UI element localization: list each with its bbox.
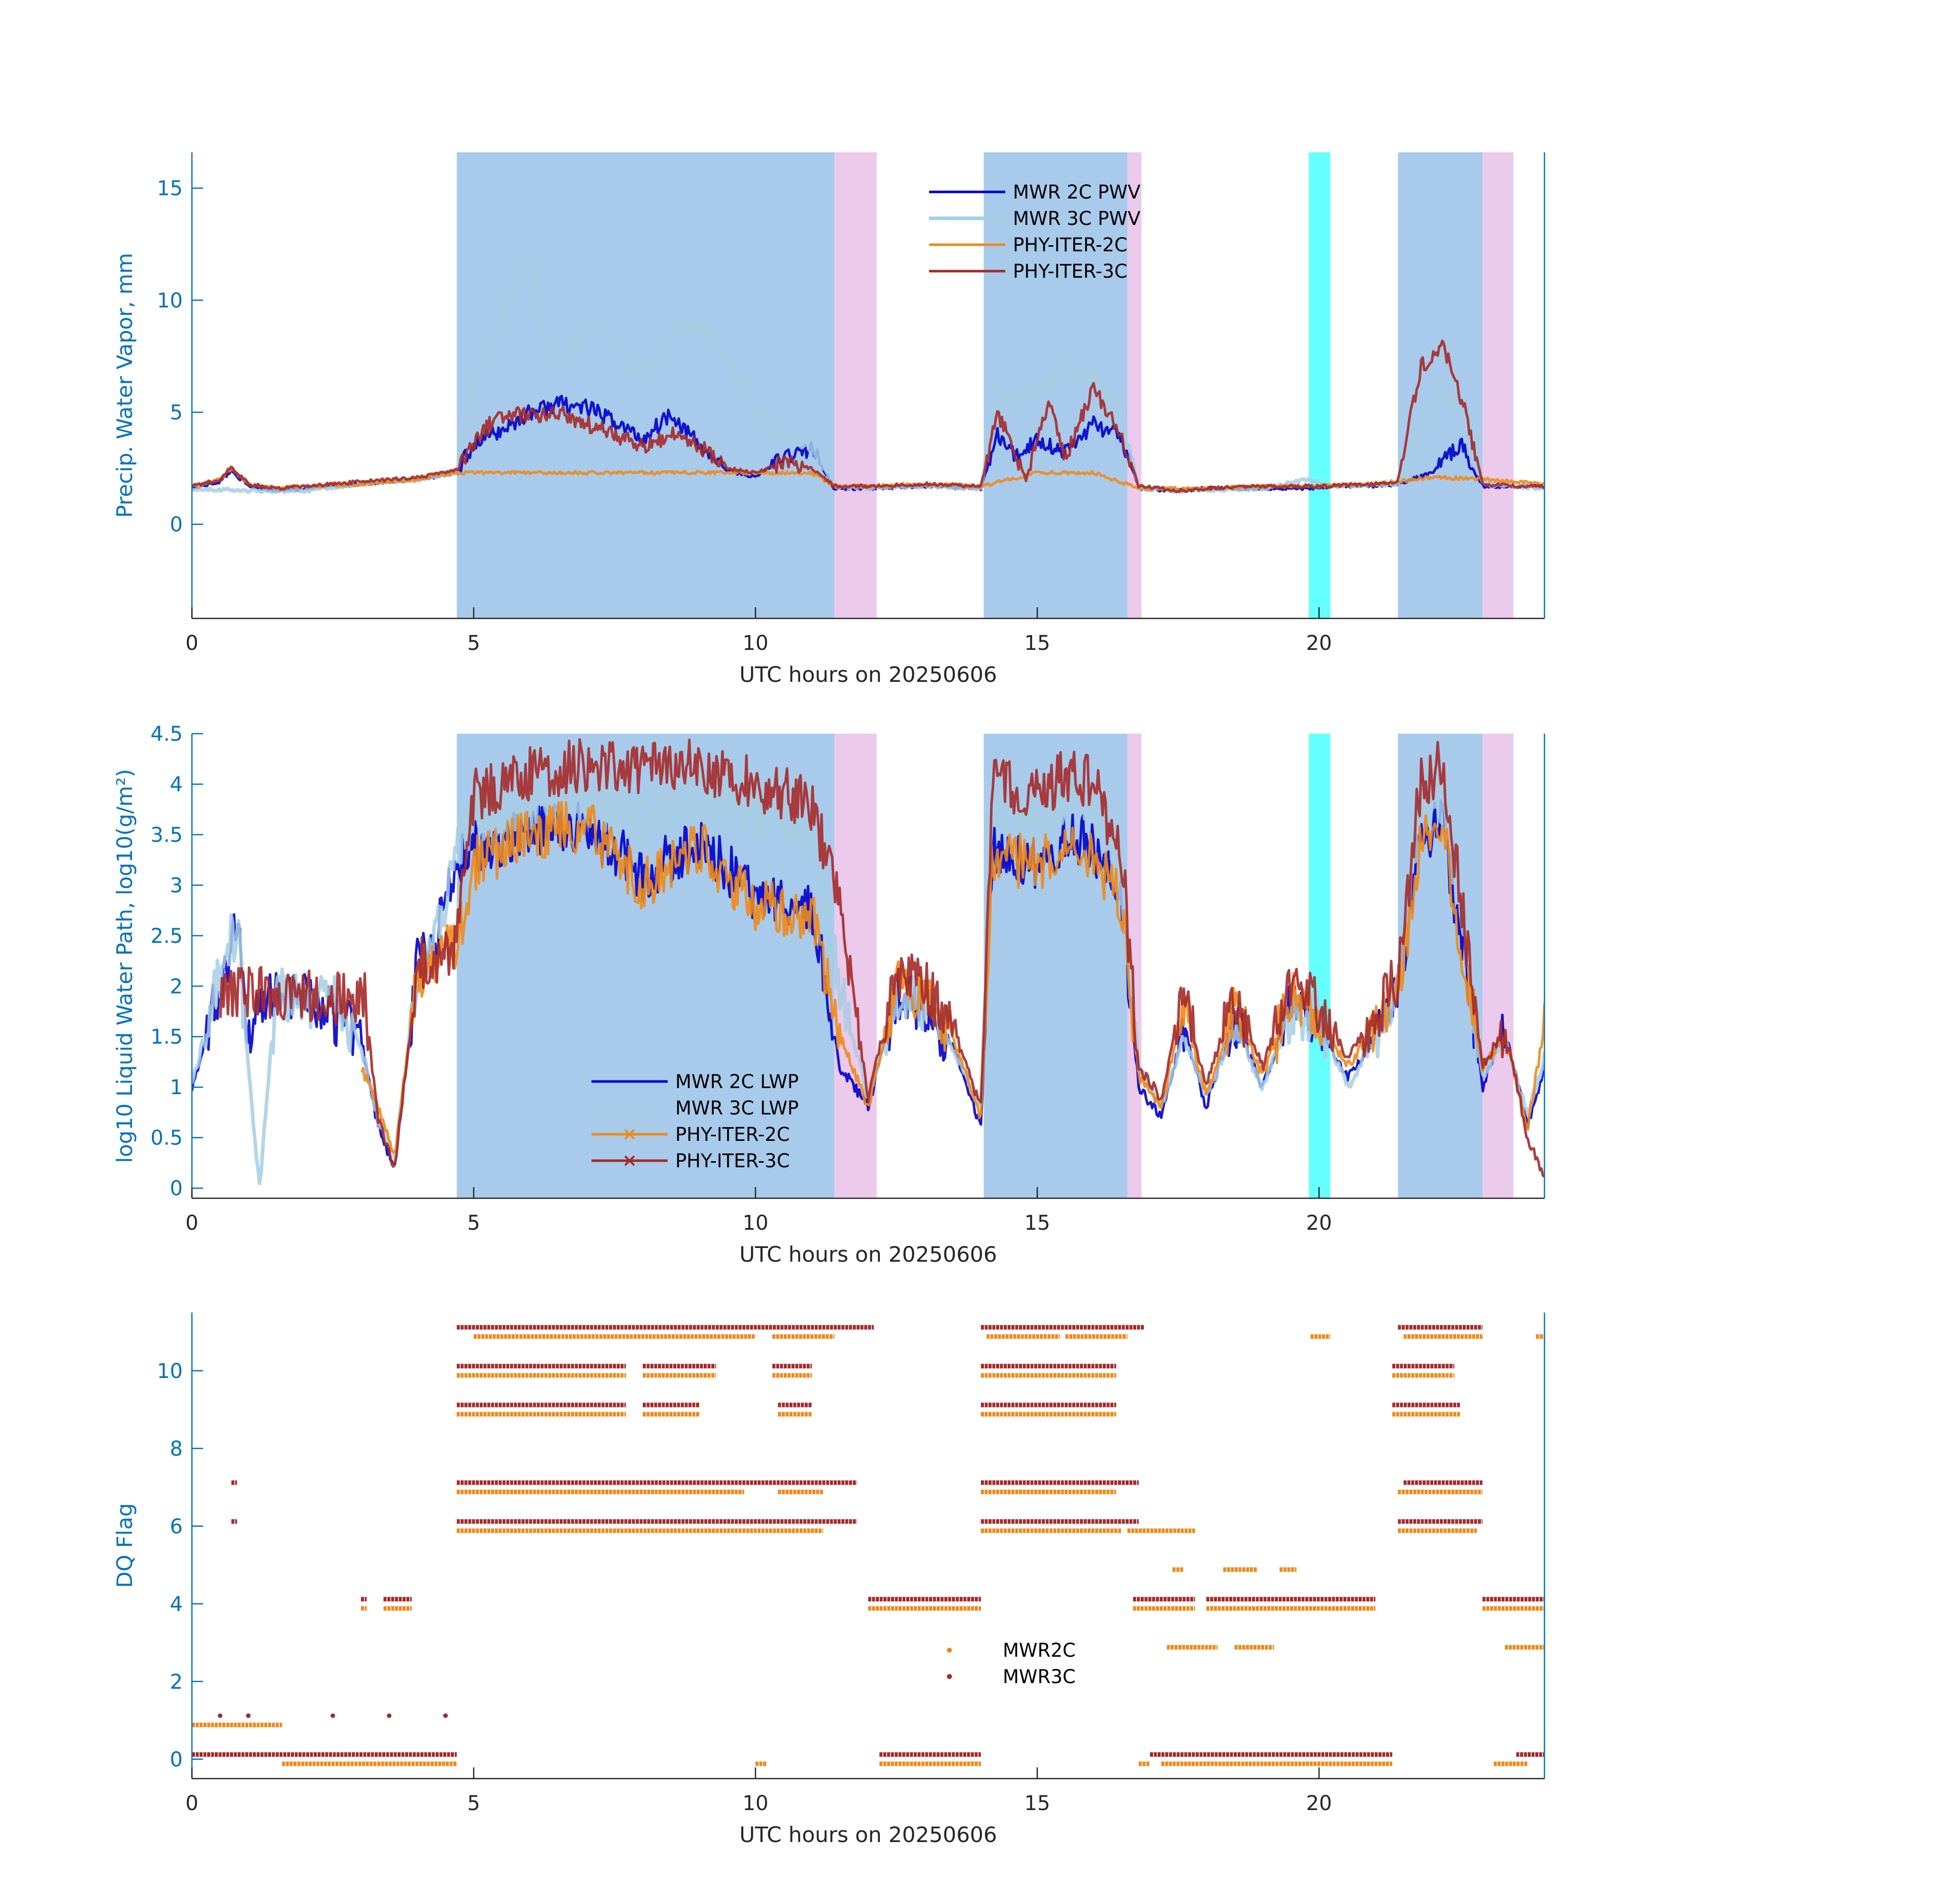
shaded-band bbox=[1398, 152, 1483, 618]
legend-label: MWR3C bbox=[1003, 1666, 1076, 1688]
y-tick-label: 4 bbox=[170, 1593, 183, 1616]
x-tick-label: 15 bbox=[1025, 1792, 1050, 1815]
series-line-phy-iter-3c bbox=[192, 339, 1544, 494]
legend-label: PHY-ITER-2C bbox=[1013, 234, 1128, 256]
legend-label: MWR 2C LWP bbox=[675, 1071, 799, 1093]
y-axis-label: DQ Flag bbox=[112, 1503, 137, 1588]
legend-label: PHY-ITER-3C bbox=[1013, 260, 1128, 282]
dq-point bbox=[387, 1713, 391, 1718]
y-tick-label: 2.5 bbox=[150, 925, 183, 948]
legend-label: MWR 2C PWV bbox=[1013, 181, 1140, 203]
plot-area bbox=[192, 152, 1544, 618]
legend-label: PHY-ITER-2C bbox=[675, 1124, 790, 1145]
x-tick-label: 0 bbox=[185, 1211, 198, 1235]
dq-point bbox=[246, 1713, 251, 1718]
shaded-band bbox=[456, 152, 835, 618]
shaded-band bbox=[834, 734, 877, 1198]
shaded-band bbox=[1309, 152, 1331, 618]
legend-marker bbox=[624, 1155, 635, 1166]
y-tick-label: 1.5 bbox=[150, 1026, 183, 1049]
shaded-band bbox=[1482, 152, 1513, 618]
dq-point bbox=[331, 1713, 335, 1718]
legend-marker bbox=[947, 1648, 952, 1653]
chart-panel-pwv: 0 5 10 15 20 0 5 10 15 UTC hours on 20250606 Preci… bbox=[112, 152, 1545, 687]
y-tick-label: 2 bbox=[170, 975, 183, 998]
shaded-band bbox=[1309, 734, 1331, 1198]
y-tick-label: 0 bbox=[170, 1177, 183, 1200]
legend: MWR 2C LWP MWR 3C LWP PHY-ITER-2C PHY-ITER-… bbox=[591, 1071, 799, 1172]
shaded-band bbox=[1482, 734, 1513, 1198]
legend-marker bbox=[947, 1674, 952, 1679]
y-tick-label: 3.5 bbox=[150, 824, 183, 847]
x-tick-label: 20 bbox=[1306, 632, 1332, 655]
shaded-band bbox=[834, 152, 877, 618]
legend: MWR2C MWR3C bbox=[947, 1639, 1076, 1688]
x-tick-label: 10 bbox=[743, 1211, 769, 1235]
x-tick-label: 0 bbox=[185, 1792, 198, 1815]
y-tick-label: 1 bbox=[170, 1076, 183, 1099]
chart-panel-lwp: 0 5 10 15 20 0 0.5 1 1.5 2 2.5 3 3.5 4 4.5 UTC hours on… bbox=[112, 723, 1545, 1267]
legend-label: MWR 3C PWV bbox=[1013, 208, 1140, 229]
x-axis-label: UTC hours on 20250606 bbox=[739, 662, 997, 687]
x-tick-label: 10 bbox=[743, 632, 769, 655]
y-tick-label: 8 bbox=[170, 1437, 183, 1461]
plot-area bbox=[192, 734, 1544, 1198]
shaded-band bbox=[1127, 152, 1142, 618]
x-tick-label: 0 bbox=[185, 632, 198, 655]
series-line-phy-iter-3c bbox=[219, 738, 1544, 1178]
y-tick-label: 3 bbox=[170, 874, 183, 897]
legend: MWR 2C PWV MWR 3C PWV PHY-ITER-2C PHY-ITER-… bbox=[929, 181, 1140, 282]
y-tick-label: 2 bbox=[170, 1670, 183, 1694]
dq-point bbox=[218, 1713, 222, 1718]
y-tick-label: 6 bbox=[170, 1515, 183, 1538]
series-line-phy-iter-2c bbox=[360, 801, 1544, 1154]
x-tick-label: 5 bbox=[467, 632, 480, 655]
y-tick-label: 0.5 bbox=[150, 1127, 183, 1150]
y-axis-label: log10 Liquid Water Path, log10(g/m²) bbox=[112, 769, 137, 1163]
x-tick-label: 20 bbox=[1306, 1792, 1332, 1815]
x-tick-label: 5 bbox=[467, 1792, 480, 1815]
y-tick-label: 4.5 bbox=[150, 723, 183, 746]
legend-label: PHY-ITER-3C bbox=[675, 1150, 790, 1172]
x-tick-label: 10 bbox=[743, 1792, 769, 1815]
x-axis-label: UTC hours on 20250606 bbox=[739, 1822, 997, 1847]
legend-label: MWR 3C LWP bbox=[675, 1097, 799, 1119]
y-tick-label: 15 bbox=[157, 177, 183, 201]
legend-label: MWR2C bbox=[1003, 1639, 1076, 1661]
x-tick-label: 15 bbox=[1025, 1211, 1050, 1235]
dq-point bbox=[443, 1713, 448, 1718]
y-tick-label: 10 bbox=[157, 1360, 183, 1383]
y-tick-label: 10 bbox=[157, 289, 183, 312]
x-axis-label: UTC hours on 20250606 bbox=[739, 1242, 997, 1267]
y-tick-label: 0 bbox=[170, 513, 183, 537]
x-tick-label: 20 bbox=[1306, 1211, 1332, 1235]
x-tick-label: 5 bbox=[467, 1211, 480, 1235]
x-tick-label: 15 bbox=[1025, 632, 1050, 655]
legend-marker bbox=[624, 1129, 635, 1140]
chart-panel-dq: 0 5 10 15 20 0 2 4 6 8 10 UTC hours on 20250606 DQ F… bbox=[112, 1312, 1545, 1847]
plot-area bbox=[192, 1325, 1544, 1766]
y-tick-label: 4 bbox=[170, 773, 183, 796]
y-axis-label: Precip. Water Vapor, mm bbox=[112, 253, 137, 518]
y-tick-label: 5 bbox=[170, 401, 183, 424]
y-tick-label: 0 bbox=[170, 1748, 183, 1771]
